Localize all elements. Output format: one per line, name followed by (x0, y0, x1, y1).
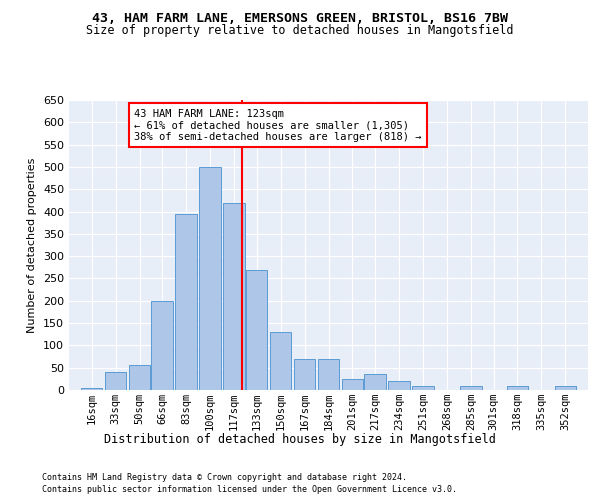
Bar (223, 202, 245, 390)
Bar (270, 332, 291, 390)
Bar (175, 214, 197, 390)
Y-axis label: Number of detached properties: Number of detached properties (28, 158, 37, 332)
Text: Contains public sector information licensed under the Open Government Licence v3: Contains public sector information licen… (42, 485, 457, 494)
Bar (246, 270, 267, 390)
Bar (199, 167, 221, 390)
Bar (412, 386, 434, 390)
Bar (364, 374, 386, 390)
Text: Size of property relative to detached houses in Mangotsfield: Size of property relative to detached ho… (86, 24, 514, 37)
Text: 43, HAM FARM LANE, EMERSONS GREEN, BRISTOL, BS16 7BW: 43, HAM FARM LANE, EMERSONS GREEN, BRIST… (92, 12, 508, 26)
Bar (555, 386, 576, 390)
Text: Distribution of detached houses by size in Mangotsfield: Distribution of detached houses by size … (104, 432, 496, 446)
Bar (388, 381, 410, 390)
Bar (151, 301, 173, 390)
Text: Contains HM Land Registry data © Crown copyright and database right 2024.: Contains HM Land Registry data © Crown c… (42, 472, 407, 482)
Bar (342, 379, 363, 390)
Bar (129, 366, 150, 390)
Bar (507, 386, 528, 390)
Bar (81, 388, 102, 390)
Bar (294, 359, 315, 390)
Bar (318, 359, 339, 390)
Bar (105, 372, 126, 390)
Text: 43 HAM FARM LANE: 123sqm
← 61% of detached houses are smaller (1,305)
38% of sem: 43 HAM FARM LANE: 123sqm ← 61% of detach… (134, 108, 421, 142)
Bar (460, 386, 482, 390)
